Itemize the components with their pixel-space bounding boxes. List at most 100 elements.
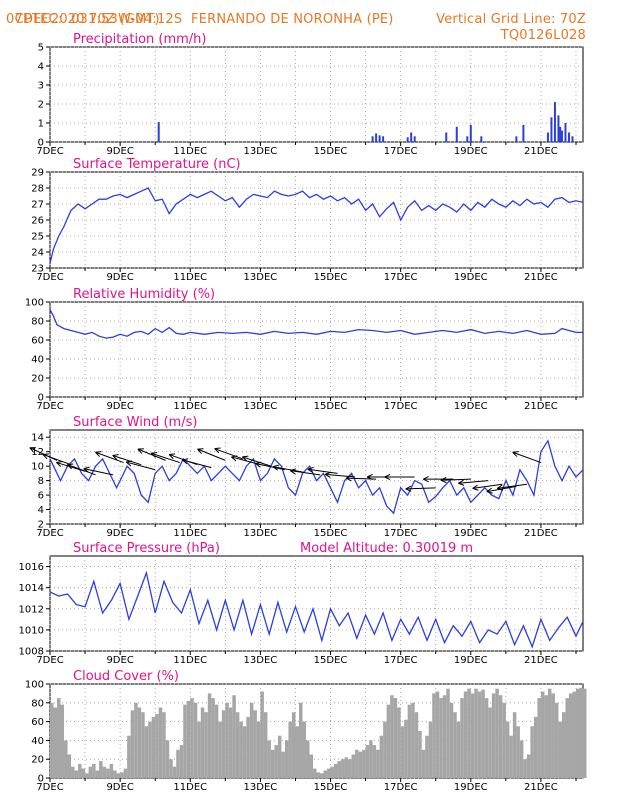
cloud-cover-bar: [295, 726, 299, 778]
wind-arrow-head: [497, 487, 504, 491]
cloud-cover-bar: [516, 726, 520, 778]
cloud-xtick-label: 21DEC: [524, 782, 558, 793]
precip-xtick-label: 11DEC: [173, 146, 207, 157]
wind-ytick-label: 4: [38, 505, 44, 516]
rh-ytick-label: 100: [25, 298, 44, 309]
cloud-cover-bar: [362, 749, 366, 778]
cloud-cover-bar: [99, 761, 103, 778]
wind-arrow-head: [182, 458, 189, 461]
wind-arrow-head: [325, 471, 331, 475]
wind-arrow-head: [151, 451, 158, 454]
cloud-cover-bar: [148, 721, 152, 778]
cloud-cover-bar: [379, 735, 384, 778]
press-xtick-label: 19DEC: [454, 655, 488, 666]
precip-bar: [546, 132, 549, 142]
wind-arrow-head: [242, 456, 248, 462]
wind-arrow: [512, 451, 542, 464]
wind-arrow-head: [472, 487, 479, 491]
wind-arrow-head: [168, 454, 174, 460]
wind-arrow-head: [56, 462, 62, 467]
cloud-cover-bar: [425, 735, 429, 778]
cloud-cover-bar: [151, 716, 156, 778]
temp-xtick-label: 7DEC: [36, 272, 63, 283]
precip-bar: [515, 136, 518, 142]
wind-arrow: [290, 470, 321, 476]
cloud-cover-bar: [449, 702, 454, 778]
precip-xtick-label: 7DEC: [36, 146, 63, 157]
cloud-cover-bar: [407, 704, 412, 778]
temp-ytick-label: 29: [31, 168, 44, 179]
wind-arrow-head: [42, 453, 49, 455]
cloud-cover-bar: [228, 707, 233, 778]
cloud-cover-bar: [71, 766, 75, 778]
precip-xtick-label: 15DEC: [314, 146, 348, 157]
cloud-cover-bar: [288, 721, 292, 778]
temp-xtick-label: 15DEC: [314, 272, 348, 283]
wind-arrow-head: [290, 470, 296, 475]
rh-frame: [49, 301, 584, 398]
cloud-cover-bar: [481, 689, 485, 778]
wind-xtick-label: 13DEC: [244, 528, 278, 539]
cloud-cover-bar: [176, 749, 180, 778]
cloud-cover-bar: [383, 721, 387, 778]
cloud-cover-bar: [211, 698, 215, 778]
cloud-cover-bar: [85, 773, 89, 778]
wind-xtick-label: 19DEC: [454, 528, 488, 539]
rh-series-line: [49, 309, 583, 339]
wind-arrow: [126, 461, 156, 471]
wind-arrow-head: [458, 482, 465, 486]
cloud-cover-bar: [260, 691, 264, 778]
cloud-xtick-label: 9DEC: [106, 782, 133, 793]
wind-arrow-head: [423, 478, 429, 483]
cloud-ytick-label: 80: [31, 698, 44, 709]
wind-arrow-head: [496, 484, 503, 489]
cloud-cover-bar: [390, 695, 394, 778]
cloud-cover-bar: [162, 712, 166, 778]
cloud-ytick-label: 100: [25, 680, 44, 691]
cloud-cover-bar: [460, 698, 464, 778]
wind-arrow-head: [231, 456, 237, 462]
cloud-cover-bar: [334, 763, 338, 778]
wind-arrow-head: [345, 477, 352, 482]
press-xtick-label: 7DEC: [36, 655, 63, 666]
cloud-xtick-label: 17DEC: [384, 782, 418, 793]
cloud-cover-bar: [246, 716, 250, 778]
cloud-cover-bar: [179, 745, 184, 778]
cloud-cover-bar: [134, 702, 138, 778]
cloud-cover-bar: [558, 721, 562, 778]
cloud-cover-bar: [505, 721, 510, 778]
wind-arrow: [272, 466, 303, 473]
temp-title: Surface Temperature (nC): [73, 157, 241, 172]
header-coords: 031:53W-04:12S: [71, 12, 183, 27]
precip-bar: [557, 115, 560, 142]
cloud-cover-bar: [365, 745, 370, 778]
wind-arrow: [242, 456, 272, 467]
cloud-xtick-label: 15DEC: [314, 782, 348, 793]
wind-arrow: [214, 448, 244, 460]
wind-arrow-head: [56, 461, 63, 463]
cloud-cover-bar: [428, 721, 433, 778]
cloud-xtick-label: 19DEC: [454, 782, 488, 793]
wind-xtick-label: 11DEC: [173, 528, 207, 539]
wind-arrow-head: [29, 447, 35, 453]
precip-ytick-label: 3: [38, 81, 44, 92]
wind-arrow-head: [384, 473, 391, 478]
wind-arrow-head: [231, 455, 238, 458]
cloud-cover-bar: [400, 726, 405, 778]
cloud-cover-bar: [404, 719, 408, 778]
cloud-cover-bar: [467, 688, 471, 778]
cloud-cover-bar: [358, 751, 363, 778]
wind-arrow-head: [405, 485, 412, 490]
precip-bar: [553, 102, 556, 142]
cloud-cover-bar: [530, 726, 534, 778]
cloud-cover-bar: [474, 688, 478, 778]
temp-ytick-label: 23: [31, 264, 44, 275]
wind-arrow-head: [272, 464, 279, 468]
wind-xtick-label: 7DEC: [36, 528, 63, 539]
press-series-line: [49, 570, 584, 649]
cloud-cover-bar: [113, 770, 117, 778]
wind-arrow: [42, 453, 72, 466]
cloud-cover-bar: [544, 695, 548, 778]
cloud-cover-bar: [309, 754, 313, 778]
temp-ytick-label: 25: [31, 232, 44, 243]
